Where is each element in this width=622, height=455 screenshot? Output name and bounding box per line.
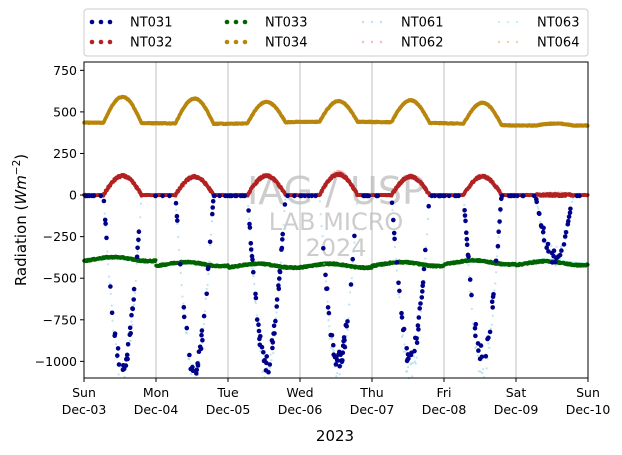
legend-marker xyxy=(370,20,374,24)
legend: NT031 NT032 NT033 NT034 NT061 NT062 NT063 NT064 xyxy=(83,8,589,57)
legend-marker xyxy=(98,19,104,25)
legend-marker xyxy=(506,40,510,44)
legend-label-NT031: NT031 xyxy=(130,16,172,31)
legend-marker xyxy=(89,39,95,45)
plot-background xyxy=(84,62,588,378)
legend-marker xyxy=(361,20,365,24)
legend-marker xyxy=(497,40,501,44)
legend-label-NT033: NT033 xyxy=(265,16,307,31)
legend-label-NT064: NT064 xyxy=(537,36,579,51)
legend-label-NT032: NT032 xyxy=(130,36,172,51)
data-point xyxy=(153,258,158,262)
legend-marker xyxy=(107,39,113,45)
series-NT034 xyxy=(82,94,590,128)
legend-marker xyxy=(497,20,501,24)
legend-marker xyxy=(89,19,95,25)
legend-marker xyxy=(506,20,510,24)
legend-box xyxy=(83,8,589,57)
legend-marker xyxy=(224,19,230,25)
legend-label-NT034: NT034 xyxy=(265,36,307,51)
legend-label-NT061: NT061 xyxy=(401,16,443,31)
legend-label-NT063: NT063 xyxy=(537,16,579,31)
watermark-line-2: LAB MICRO xyxy=(269,208,404,236)
legend-marker xyxy=(515,40,519,44)
legend-marker xyxy=(361,40,365,44)
legend-marker xyxy=(370,40,374,44)
legend-marker xyxy=(242,39,248,45)
legend-marker xyxy=(379,20,383,24)
legend-marker xyxy=(242,19,248,25)
watermark-line-3: 2024 xyxy=(305,234,366,262)
legend-marker xyxy=(233,19,239,25)
legend-label-NT062: NT062 xyxy=(401,36,443,51)
legend-marker xyxy=(233,39,239,45)
legend-marker xyxy=(515,20,519,24)
legend-marker xyxy=(224,39,230,45)
legend-marker xyxy=(107,19,113,25)
legend-marker xyxy=(98,39,104,45)
legend-marker xyxy=(379,40,383,44)
